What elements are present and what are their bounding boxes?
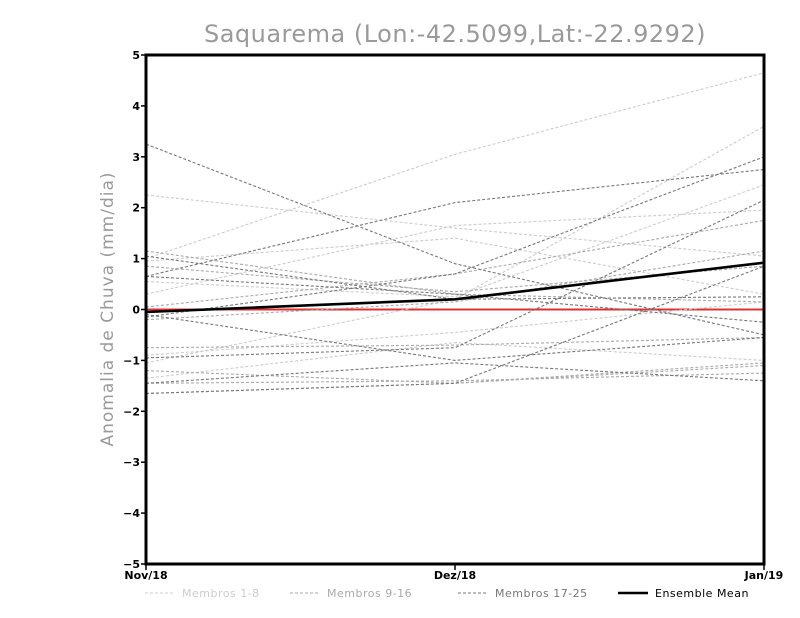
series-layer [145,72,765,395]
legend-label: Membros 17-25 [495,587,588,600]
y-tick-label: 4 [132,100,140,113]
y-tick-label: −1 [123,354,140,367]
legend-label: Ensemble Mean [655,587,749,600]
y-tick-label: 2 [132,202,140,215]
member-line-2-2 [145,265,765,293]
member-line-2-5 [145,336,765,349]
legend-label: Membros 9-16 [327,587,412,600]
member-line-2-3 [145,250,765,303]
member-line-1-4 [145,125,765,364]
member-line-1-8 [145,342,765,379]
x-tick-label: Dez/18 [434,569,476,582]
member-line-3-6 [145,199,765,359]
y-tick-label: 1 [132,253,140,266]
member-line-3-7 [145,314,765,361]
member-line-3-2 [145,168,765,277]
member-line-1-2 [145,194,765,257]
member-line-2-6 [145,364,765,384]
y-tick-label: 5 [132,49,140,62]
legend-label: Membros 1-8 [182,587,260,600]
y-tick-label: −3 [123,456,140,469]
legend: Membros 1-8 Membros 9-16 Membros 17-25 Ense… [145,587,749,600]
member-line-3-5 [145,255,765,300]
y-tick-label: 0 [132,304,140,317]
y-tick-label: −2 [123,405,140,418]
y-axis-label: Anomalia de Chuva (mm/dia) [98,171,118,446]
chart-title: Saquarema (Lon:-42.5099,Lat:-22.9292) [204,20,706,48]
member-line-1-7 [145,301,765,356]
member-line-3-4 [145,275,765,323]
member-line-2-7 [145,372,765,384]
y-tick-label: −4 [123,507,140,520]
member-line-1-1 [145,72,765,260]
ensemble-mean-line [145,261,765,314]
member-line-1-3 [145,209,765,295]
member-line-3-1 [145,143,765,336]
member-line-1-5 [145,184,765,298]
member-line-3-8 [145,362,765,384]
member-line-2-8 [145,362,765,395]
y-tick-label: −5 [123,558,140,571]
x-tick-label: Nov/18 [124,569,167,582]
x-tick-label: Jan/19 [744,569,784,582]
member-line-3-3 [145,156,765,318]
y-tick-label: 3 [132,151,140,164]
